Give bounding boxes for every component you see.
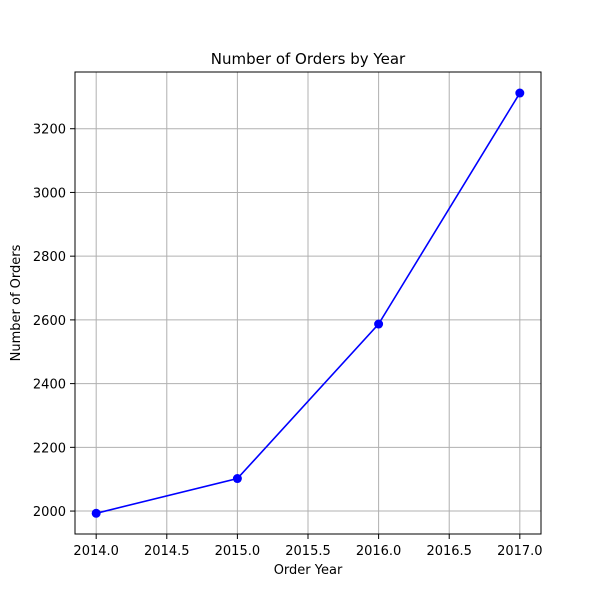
marker-layer [91,88,525,518]
x-axis-label: Order Year [274,563,343,578]
y-tick-label: 3000 [33,186,66,201]
y-tick-label: 2800 [33,250,66,265]
x-tick-label: 2016.5 [426,544,472,559]
x-tick-label: 2015.5 [285,544,331,559]
data-point-2016 [374,319,384,329]
data-point-2015 [232,474,242,484]
y-tick-label: 3200 [33,123,66,138]
y-tick-label: 2200 [33,441,66,456]
y-axis-ticks: 2000 2200 2400 2600 2800 3000 3200 [33,123,75,520]
y-axis-label: Number of Orders [9,244,24,361]
x-tick-label: 2015.0 [215,544,261,559]
series-line-layer [95,92,521,515]
data-point-2014 [91,508,101,518]
data-point-2017 [515,88,525,98]
y-tick-label: 2600 [33,314,66,329]
x-tick-label: 2014.5 [144,544,190,559]
chart-title: Number of Orders by Year [211,50,406,68]
y-tick-label: 2000 [33,505,66,520]
x-tick-label: 2017.0 [497,544,543,559]
series-line [95,92,521,515]
x-axis-ticks: 2014.0 2014.5 2015.0 2015.5 2016.0 2016.5 2017… [73,534,543,559]
x-tick-label: 2014.0 [73,544,119,559]
x-tick-label: 2016.0 [356,544,402,559]
y-tick-label: 2400 [33,378,66,393]
grid [75,72,541,534]
